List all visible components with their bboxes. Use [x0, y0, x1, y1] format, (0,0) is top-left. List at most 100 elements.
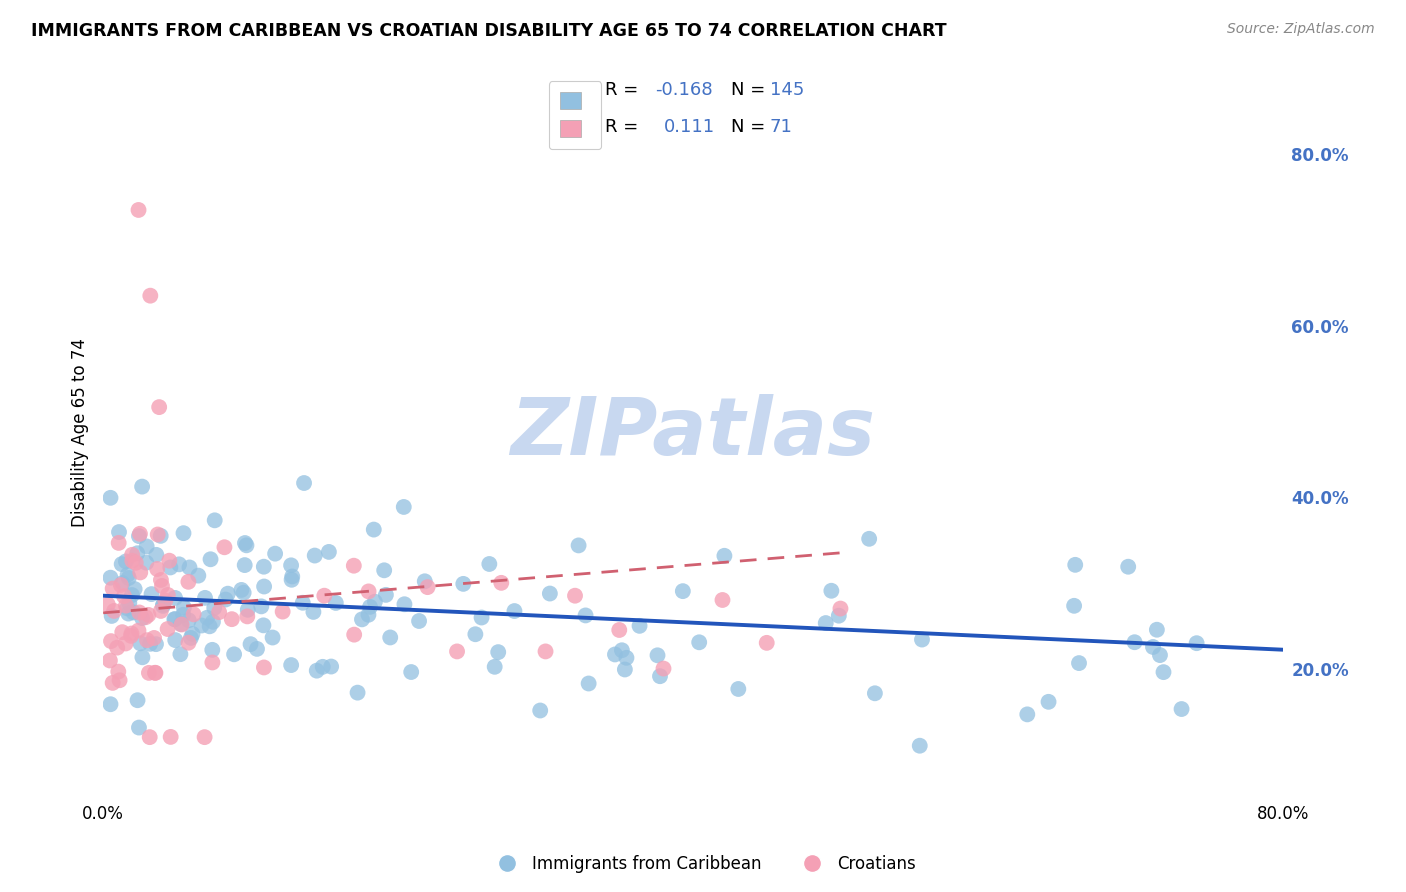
Point	[117, 567, 139, 582]
Point	[911, 632, 934, 647]
Point	[125, 556, 148, 570]
Point	[271, 605, 294, 619]
Point	[221, 612, 243, 626]
Point	[568, 538, 591, 552]
Point	[101, 582, 124, 596]
Point	[359, 599, 381, 614]
Point	[908, 739, 931, 753]
Point	[503, 604, 526, 618]
Point	[374, 588, 396, 602]
Point	[814, 615, 837, 630]
Point	[97, 598, 120, 612]
Point	[159, 730, 181, 744]
Point	[179, 560, 201, 574]
Point	[314, 589, 336, 603]
Point	[408, 614, 430, 628]
Point	[828, 608, 851, 623]
Point	[399, 665, 422, 679]
Point	[103, 604, 125, 618]
Point	[177, 574, 200, 589]
Point	[648, 669, 671, 683]
Text: N =: N =	[731, 81, 770, 99]
Point	[114, 636, 136, 650]
Point	[150, 579, 173, 593]
Point	[194, 591, 217, 605]
Point	[201, 643, 224, 657]
Point	[224, 648, 246, 662]
Point	[529, 704, 551, 718]
Point	[173, 600, 195, 615]
Point	[574, 608, 596, 623]
Point	[110, 578, 132, 592]
Point	[484, 660, 506, 674]
Point	[214, 541, 236, 555]
Point	[281, 569, 304, 583]
Point	[195, 611, 218, 625]
Point	[755, 636, 778, 650]
Point	[129, 526, 152, 541]
Point	[177, 636, 200, 650]
Text: -0.168: -0.168	[655, 81, 713, 99]
Point	[128, 721, 150, 735]
Point	[321, 659, 343, 673]
Point	[120, 629, 142, 643]
Point	[145, 665, 167, 680]
Point	[830, 601, 852, 615]
Point	[232, 585, 254, 599]
Point	[180, 631, 202, 645]
Text: Source: ZipAtlas.com: Source: ZipAtlas.com	[1227, 22, 1375, 37]
Point	[863, 686, 886, 700]
Point	[135, 556, 157, 570]
Point	[183, 607, 205, 622]
Point	[1017, 707, 1039, 722]
Point	[139, 288, 162, 302]
Point	[246, 641, 269, 656]
Point	[194, 730, 217, 744]
Point	[200, 552, 222, 566]
Point	[121, 626, 143, 640]
Point	[198, 619, 221, 633]
Point	[100, 698, 122, 712]
Point	[108, 524, 131, 539]
Point	[364, 595, 387, 609]
Point	[131, 480, 153, 494]
Legend: , : ,	[548, 81, 602, 150]
Point	[253, 580, 276, 594]
Point	[236, 603, 259, 617]
Point	[236, 609, 259, 624]
Point	[239, 637, 262, 651]
Point	[628, 619, 651, 633]
Point	[149, 573, 172, 587]
Point	[1123, 635, 1146, 649]
Point	[155, 593, 177, 607]
Point	[156, 588, 179, 602]
Point	[111, 625, 134, 640]
Point	[136, 633, 159, 648]
Point	[98, 653, 121, 667]
Point	[253, 559, 276, 574]
Point	[111, 557, 134, 571]
Point	[152, 598, 174, 612]
Point	[346, 686, 368, 700]
Point	[163, 612, 186, 626]
Point	[167, 558, 190, 572]
Y-axis label: Disability Age 65 to 74: Disability Age 65 to 74	[72, 338, 89, 527]
Point	[143, 631, 166, 645]
Point	[312, 660, 335, 674]
Point	[108, 673, 131, 688]
Legend: Immigrants from Caribbean, Croatians: Immigrants from Caribbean, Croatians	[484, 848, 922, 880]
Point	[112, 589, 135, 603]
Point	[157, 554, 180, 568]
Text: 145: 145	[769, 81, 804, 99]
Point	[1185, 636, 1208, 650]
Point	[121, 588, 143, 602]
Point	[190, 618, 212, 632]
Point	[616, 650, 638, 665]
Point	[252, 618, 274, 632]
Point	[129, 566, 152, 580]
Point	[1153, 665, 1175, 680]
Point	[413, 574, 436, 589]
Point	[231, 582, 253, 597]
Point	[101, 676, 124, 690]
Point	[170, 617, 193, 632]
